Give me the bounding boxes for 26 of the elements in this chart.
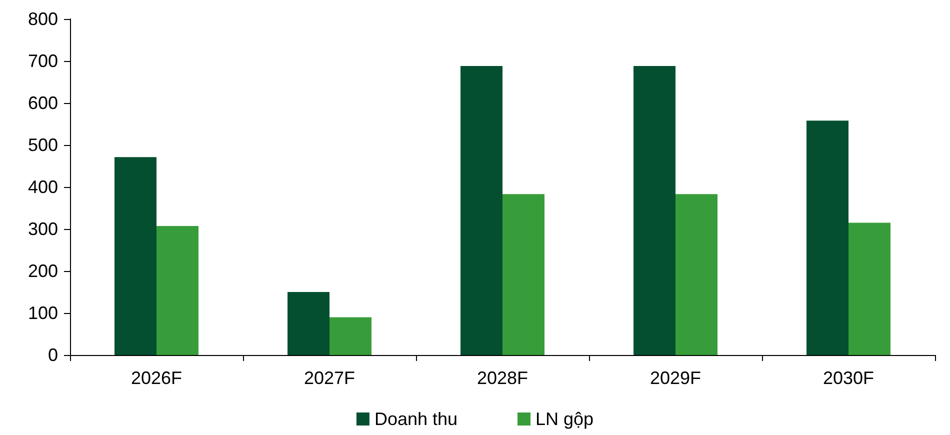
bar [156,226,198,355]
x-tick-label: 2029F [650,368,702,388]
bar [288,292,330,355]
y-tick-label: 200 [28,261,58,281]
bar [460,66,502,355]
x-tick-label: 2028F [476,368,528,388]
bar [502,194,544,355]
y-tick-label: 100 [28,303,58,323]
bar [114,157,156,355]
y-tick-label: 300 [28,219,58,239]
x-tick-label: 2026F [130,368,182,388]
y-tick-label: 800 [28,9,58,29]
x-tick-label: 2030F [822,368,874,388]
y-tick-label: 700 [28,51,58,71]
legend-label: Doanh thu [374,409,458,429]
bar [848,222,890,355]
legend-label: LN gộp [536,409,594,429]
x-tick-label: 2027F [304,368,356,388]
y-tick-label: 600 [28,93,58,113]
y-tick-label: 400 [28,177,58,197]
bar [330,317,372,355]
y-tick-label: 0 [48,345,58,365]
bar [634,66,676,355]
bar [806,120,848,355]
y-tick-label: 500 [28,135,58,155]
bar [676,194,718,355]
